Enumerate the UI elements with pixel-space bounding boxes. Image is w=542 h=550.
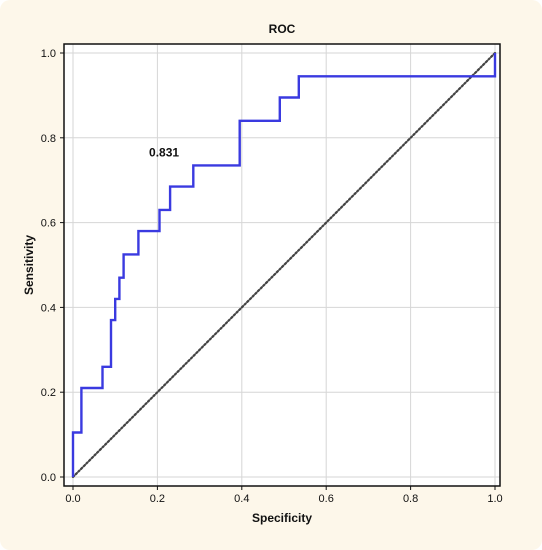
x-tick-label: 0.8 <box>403 493 418 505</box>
roc-curve-line <box>71 53 497 477</box>
y-tick-label: 0.6 <box>41 218 56 230</box>
y-tick-label: 1.0 <box>41 48 56 60</box>
reference-line-group <box>71 51 497 479</box>
y-axis-label: Sensitivity <box>22 235 36 295</box>
x-tick-label: 0.4 <box>234 493 249 505</box>
y-tick-label: 0.0 <box>41 472 56 484</box>
y-axis: 0.0 0.2 0.4 0.6 0.8 1.0 <box>41 48 64 484</box>
roc-curve-group <box>71 53 497 477</box>
x-axis: 0.0 0.2 0.4 0.6 0.8 1.0 <box>65 486 503 505</box>
x-tick-label: 0.6 <box>319 493 334 505</box>
grid <box>64 44 500 486</box>
plot-frame <box>63 43 501 487</box>
x-tick-label: 0.0 <box>65 493 80 505</box>
x-tick-label: 1.0 <box>487 493 502 505</box>
chart-title: ROC <box>269 22 296 36</box>
auc-annotation: 0.831 <box>149 146 179 160</box>
x-axis-label: Specificity <box>252 511 312 525</box>
y-tick-label: 0.2 <box>41 387 56 399</box>
y-tick-label: 0.8 <box>41 133 56 145</box>
y-tick-label: 0.4 <box>41 302 56 314</box>
x-tick-label: 0.2 <box>150 493 165 505</box>
reference-diagonal-line <box>71 51 497 479</box>
